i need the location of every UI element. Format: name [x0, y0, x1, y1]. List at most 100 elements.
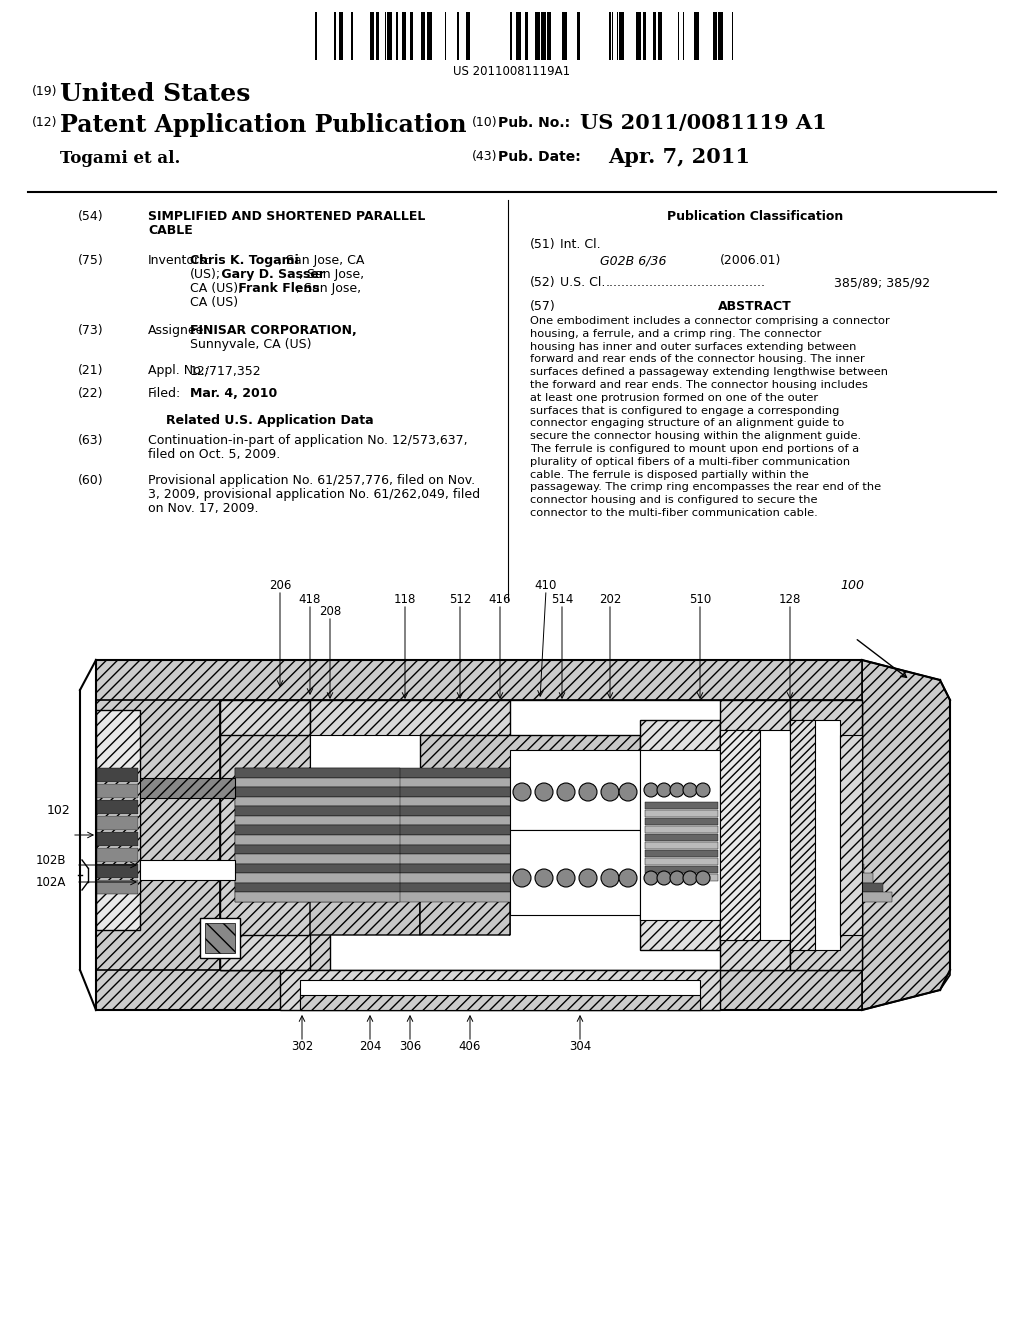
Bar	[234, 777, 777, 787]
Text: Inventors:: Inventors:	[148, 253, 211, 267]
Polygon shape	[96, 660, 862, 700]
Text: (52): (52)	[530, 276, 556, 289]
Bar	[234, 816, 400, 825]
Text: cable. The ferrule is disposed partially within the: cable. The ferrule is disposed partially…	[530, 470, 809, 479]
Bar	[645, 858, 718, 865]
Bar	[402, 12, 406, 59]
Text: Int. Cl.: Int. Cl.	[560, 238, 601, 251]
Text: 410: 410	[535, 579, 557, 591]
Text: 514: 514	[551, 593, 573, 606]
Bar	[510, 750, 640, 830]
Text: filed on Oct. 5, 2009.: filed on Oct. 5, 2009.	[148, 447, 281, 461]
Ellipse shape	[670, 871, 684, 884]
Ellipse shape	[513, 869, 531, 887]
Polygon shape	[220, 700, 310, 735]
Bar	[234, 845, 400, 854]
Text: 102: 102	[46, 804, 70, 817]
Bar	[234, 863, 400, 874]
Polygon shape	[220, 700, 330, 970]
Bar	[280, 970, 720, 1010]
Bar	[643, 12, 646, 59]
Bar	[234, 787, 400, 797]
Bar	[205, 923, 234, 953]
Text: ABSTRACT: ABSTRACT	[718, 300, 792, 313]
Bar	[234, 892, 400, 902]
Text: Sunnyvale, CA (US): Sunnyvale, CA (US)	[190, 338, 311, 351]
Polygon shape	[420, 735, 640, 840]
Bar	[640, 750, 720, 920]
Text: forward and rear ends of the connector housing. The inner: forward and rear ends of the connector h…	[530, 354, 864, 364]
Bar	[234, 777, 400, 787]
Text: (12): (12)	[32, 116, 57, 129]
Bar	[720, 730, 760, 940]
Text: 208: 208	[318, 605, 341, 618]
Bar	[334, 12, 336, 59]
Bar	[645, 866, 718, 873]
Text: (51): (51)	[530, 238, 556, 251]
Polygon shape	[420, 830, 640, 935]
Bar	[535, 12, 540, 59]
Bar	[234, 892, 893, 902]
Bar	[234, 768, 400, 777]
Bar	[618, 12, 624, 59]
Ellipse shape	[535, 783, 553, 801]
Bar	[718, 12, 723, 59]
Ellipse shape	[579, 869, 597, 887]
Text: ........................................: ........................................	[606, 276, 766, 289]
Bar	[234, 845, 845, 854]
Ellipse shape	[557, 869, 575, 887]
Bar	[525, 12, 528, 59]
Polygon shape	[96, 660, 220, 1010]
Bar	[645, 834, 718, 841]
Bar	[234, 874, 400, 883]
Ellipse shape	[618, 783, 637, 801]
Ellipse shape	[601, 783, 618, 801]
Bar	[640, 719, 720, 950]
Text: 406: 406	[459, 1040, 481, 1053]
Bar	[140, 861, 234, 880]
Text: secure the connector housing within the alignment guide.: secure the connector housing within the …	[530, 432, 861, 441]
Text: Publication Classification: Publication Classification	[667, 210, 843, 223]
Text: (57): (57)	[530, 300, 556, 313]
Bar	[645, 803, 718, 809]
Text: 102A: 102A	[36, 875, 66, 888]
Text: One embodiment includes a connector comprising a connector: One embodiment includes a connector comp…	[530, 315, 890, 326]
Bar	[140, 777, 234, 799]
Text: surfaces defined a passageway extending lengthwise between: surfaces defined a passageway extending …	[530, 367, 888, 378]
Text: CABLE: CABLE	[148, 224, 193, 238]
Text: 302: 302	[291, 1040, 313, 1053]
Text: 416: 416	[488, 593, 511, 606]
Bar	[234, 807, 806, 816]
Bar	[200, 917, 240, 958]
Text: 512: 512	[449, 593, 471, 606]
Text: (19): (19)	[32, 84, 57, 98]
Bar	[97, 768, 138, 781]
Text: Frank Flens: Frank Flens	[234, 282, 319, 294]
Bar	[310, 735, 510, 775]
Bar	[234, 787, 787, 797]
Text: 418: 418	[299, 593, 322, 606]
Text: 202: 202	[599, 593, 622, 606]
Polygon shape	[96, 710, 140, 931]
Text: surfaces that is configured to engage a corresponding: surfaces that is configured to engage a …	[530, 405, 840, 416]
Bar	[645, 818, 718, 825]
Text: connector housing and is configured to secure the: connector housing and is configured to s…	[530, 495, 817, 506]
Text: on Nov. 17, 2009.: on Nov. 17, 2009.	[148, 502, 258, 515]
Bar	[694, 12, 699, 59]
Text: (54): (54)	[78, 210, 103, 223]
Text: Related U.S. Application Data: Related U.S. Application Data	[166, 414, 374, 426]
Ellipse shape	[670, 783, 684, 797]
Bar	[234, 883, 883, 892]
Text: SIMPLIFIED AND SHORTENED PARALLEL: SIMPLIFIED AND SHORTENED PARALLEL	[148, 210, 425, 223]
Bar	[387, 12, 392, 59]
Bar	[97, 847, 138, 862]
Text: at least one protrusion formed on one of the outer: at least one protrusion formed on one of…	[530, 393, 818, 403]
Bar	[645, 810, 718, 817]
Text: US 2011/0081119 A1: US 2011/0081119 A1	[580, 114, 826, 133]
Text: plurality of optical fibers of a multi-fiber communication: plurality of optical fibers of a multi-f…	[530, 457, 850, 467]
Ellipse shape	[696, 783, 710, 797]
Text: , San Jose,: , San Jose,	[296, 282, 361, 294]
Text: Pub. No.:: Pub. No.:	[498, 116, 570, 129]
Text: CA (US);: CA (US);	[190, 282, 243, 294]
Bar	[97, 880, 138, 894]
